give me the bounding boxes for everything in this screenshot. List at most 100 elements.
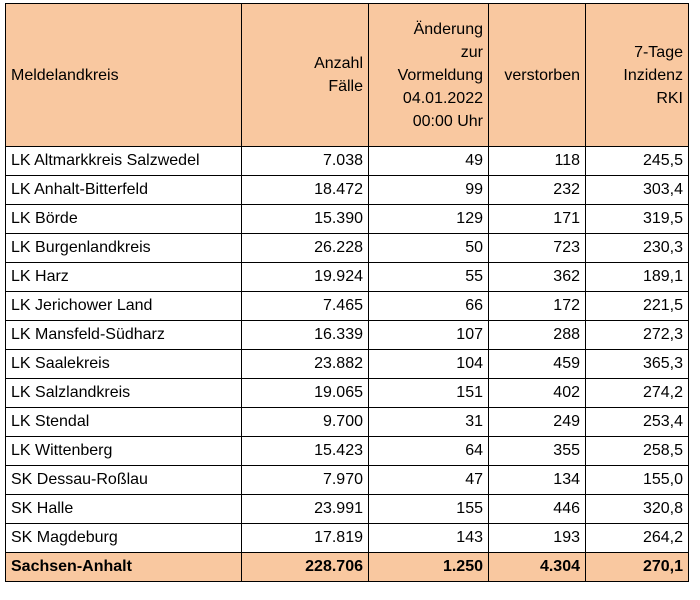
incidence-value: 365,3: [585, 349, 689, 379]
death-count: 459: [488, 349, 586, 379]
case-count: 15.423: [241, 436, 369, 466]
death-count: 193: [488, 523, 586, 553]
district-name: SK Magdeburg: [5, 523, 242, 553]
death-count: 362: [488, 262, 586, 292]
case-count: 7.465: [241, 291, 369, 321]
incidence-value: 189,1: [585, 262, 689, 292]
district-name: LK Stendal: [5, 407, 242, 437]
incidence-value: 230,3: [585, 233, 689, 263]
header-incidence-line: 7-Tage: [634, 43, 683, 61]
header-incidence-line: Inzidenz: [623, 66, 683, 84]
death-count: 171: [488, 204, 586, 234]
change-count: 64: [368, 436, 489, 466]
change-count: 143: [368, 523, 489, 553]
total-row: Sachsen-Anhalt 228.706 1.250 4.304 270,1: [5, 552, 689, 582]
case-count: 19.065: [241, 378, 369, 408]
death-count: 288: [488, 320, 586, 350]
header-district: Meldelandkreis: [5, 3, 242, 147]
incidence-value: 258,5: [585, 436, 689, 466]
table-row: SK Dessau-Roßlau 7.970 47 134 155,0: [5, 465, 689, 495]
incidence-value: 320,8: [585, 494, 689, 524]
header-cases-line: Anzahl: [314, 55, 363, 72]
table-row: LK Börde 15.390 129 171 319,5: [5, 204, 689, 234]
change-count: 99: [368, 175, 489, 205]
table-row: LK Harz 19.924 55 362 189,1: [5, 262, 689, 292]
table-row: LK Stendal 9.700 31 249 253,4: [5, 407, 689, 437]
header-deaths: verstorben: [488, 3, 586, 147]
case-count: 23.882: [241, 349, 369, 379]
header-change-line: zur: [460, 43, 483, 61]
case-count: 19.924: [241, 262, 369, 292]
change-count: 31: [368, 407, 489, 437]
table-row: LK Jerichower Land 7.465 66 172 221,5: [5, 291, 689, 321]
incidence-value: 221,5: [585, 291, 689, 321]
covid-district-table: Meldelandkreis Anzahl Fälle Änderung zur…: [5, 3, 689, 582]
case-count: 16.339: [241, 320, 369, 350]
header-incidence-line: RKI: [656, 89, 683, 107]
incidence-value: 303,4: [585, 175, 689, 205]
change-count: 50: [368, 233, 489, 263]
change-count: 66: [368, 291, 489, 321]
death-count: 355: [488, 436, 586, 466]
death-count: 172: [488, 291, 586, 321]
district-name: LK Wittenberg: [5, 436, 242, 466]
district-name: LK Saalekreis: [5, 349, 242, 379]
district-name: LK Jerichower Land: [5, 291, 242, 321]
incidence-value: 155,0: [585, 465, 689, 495]
case-count: 9.700: [241, 407, 369, 437]
case-count: 26.228: [241, 233, 369, 263]
death-count: 118: [488, 146, 586, 176]
incidence-value: 253,4: [585, 407, 689, 437]
case-count: 23.991: [241, 494, 369, 524]
header-incidence: 7-Tage Inzidenz RKI: [585, 3, 689, 147]
table-row: LK Salzlandkreis 19.065 151 402 274,2: [5, 378, 689, 408]
death-count: 134: [488, 465, 586, 495]
table-row: SK Magdeburg 17.819 143 193 264,2: [5, 523, 689, 553]
district-name: LK Mansfeld-Südharz: [5, 320, 242, 350]
district-name: LK Altmarkkreis Salzwedel: [5, 146, 242, 176]
death-count: 723: [488, 233, 586, 263]
header-change-line: Vormeldung: [397, 66, 483, 84]
table-row: LK Wittenberg 15.423 64 355 258,5: [5, 436, 689, 466]
total-incidence: 270,1: [585, 552, 689, 582]
table-row: SK Halle 23.991 155 446 320,8: [5, 494, 689, 524]
death-count: 402: [488, 378, 586, 408]
incidence-value: 245,5: [585, 146, 689, 176]
case-count: 15.390: [241, 204, 369, 234]
incidence-value: 319,5: [585, 204, 689, 234]
incidence-value: 274,2: [585, 378, 689, 408]
change-count: 107: [368, 320, 489, 350]
case-count: 7.970: [241, 465, 369, 495]
total-change: 1.250: [368, 552, 489, 582]
district-name: LK Burgenlandkreis: [5, 233, 242, 263]
table-row: LK Burgenlandkreis 26.228 50 723 230,3: [5, 233, 689, 263]
table-row: LK Altmarkkreis Salzwedel 7.038 49 118 2…: [5, 146, 689, 176]
change-count: 49: [368, 146, 489, 176]
district-name: LK Anhalt-Bitterfeld: [5, 175, 242, 205]
header-district-line: Meldelandkreis: [11, 66, 119, 84]
total-cases: 228.706: [241, 552, 369, 582]
header-change-line: 00:00 Uhr: [412, 112, 483, 130]
change-count: 151: [368, 378, 489, 408]
table-row: LK Saalekreis 23.882 104 459 365,3: [5, 349, 689, 379]
death-count: 249: [488, 407, 586, 437]
incidence-value: 264,2: [585, 523, 689, 553]
case-count: 17.819: [241, 523, 369, 553]
death-count: 446: [488, 494, 586, 524]
change-count: 129: [368, 204, 489, 234]
total-name: Sachsen-Anhalt: [5, 552, 242, 582]
district-name: LK Harz: [5, 262, 242, 292]
incidence-value: 272,3: [585, 320, 689, 350]
total-deaths: 4.304: [488, 552, 586, 582]
district-name: SK Dessau-Roßlau: [5, 465, 242, 495]
district-name: SK Halle: [5, 494, 242, 524]
header-row: Meldelandkreis Anzahl Fälle Änderung zur…: [5, 3, 689, 147]
district-name: LK Börde: [5, 204, 242, 234]
change-count: 104: [368, 349, 489, 379]
table-row: LK Mansfeld-Südharz 16.339 107 288 272,3: [5, 320, 689, 350]
header-cases: Anzahl Fälle: [241, 3, 369, 147]
death-count: 232: [488, 175, 586, 205]
case-count: 7.038: [241, 146, 369, 176]
case-count: 18.472: [241, 175, 369, 205]
